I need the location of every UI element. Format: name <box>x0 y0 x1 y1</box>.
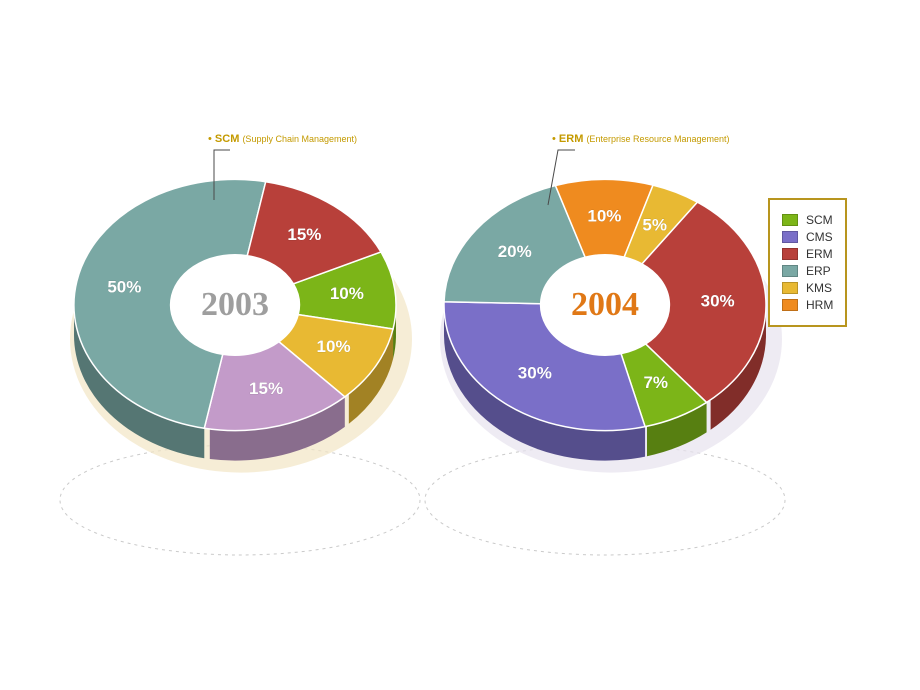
legend-item-scm: SCM <box>782 213 833 227</box>
chart-2004-callout: • ERM (Enterprise Resource Management) <box>552 133 730 145</box>
legend-swatch <box>782 231 798 243</box>
chart-legend: SCM CMS ERM ERP KMS HRM <box>768 198 847 327</box>
callout-full: (Enterprise Resource Management) <box>586 134 729 144</box>
legend-swatch <box>782 265 798 277</box>
callout-bullet: • <box>552 133 556 145</box>
legend-item-kms: KMS <box>782 281 833 295</box>
legend-swatch <box>782 299 798 311</box>
legend-item-erm: ERM <box>782 247 833 261</box>
legend-label: CMS <box>806 230 833 244</box>
callout-abbr: ERM <box>559 133 583 145</box>
legend-label: ERP <box>806 264 831 278</box>
legend-item-erp: ERP <box>782 264 833 278</box>
legend-label: KMS <box>806 281 832 295</box>
legend-swatch <box>782 214 798 226</box>
legend-label: HRM <box>806 298 833 312</box>
legend-item-cms: CMS <box>782 230 833 244</box>
chart-2004-callout-line <box>0 0 920 690</box>
legend-label: ERM <box>806 247 833 261</box>
legend-swatch <box>782 282 798 294</box>
legend-item-hrm: HRM <box>782 298 833 312</box>
legend-swatch <box>782 248 798 260</box>
legend-label: SCM <box>806 213 833 227</box>
